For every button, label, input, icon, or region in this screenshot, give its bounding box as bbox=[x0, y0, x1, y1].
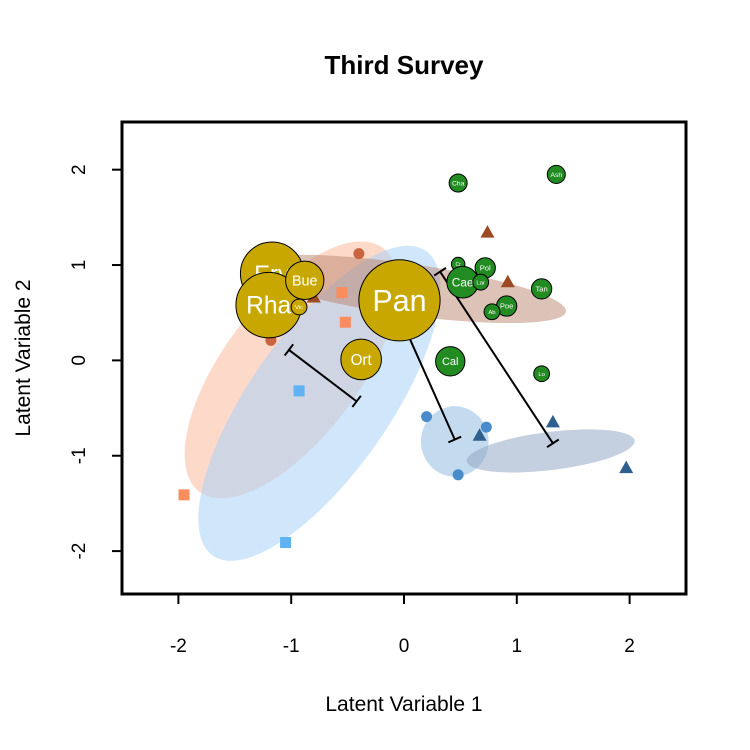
bubble-cae: Cae bbox=[446, 265, 479, 299]
y-tick-label: 1 bbox=[69, 260, 90, 271]
bubble-pan: Pan bbox=[358, 259, 441, 342]
bubble-label: Cha bbox=[452, 180, 465, 187]
y-tick-label: 0 bbox=[69, 355, 90, 366]
x-tick-label: 0 bbox=[399, 636, 410, 657]
x-axis: -2 -1 0 1 2 bbox=[170, 594, 635, 657]
x-tick-label: -1 bbox=[283, 636, 300, 657]
point-circle-9 bbox=[452, 469, 464, 481]
x-tick-label: 1 bbox=[512, 636, 523, 657]
x-tick-label: -2 bbox=[170, 636, 187, 657]
bubble-label: Vic bbox=[295, 305, 303, 311]
point-square-5 bbox=[339, 316, 351, 328]
bubble-bue: Bue bbox=[285, 260, 325, 300]
bubble-rha: Rha bbox=[235, 271, 302, 339]
bubble-label: Pan bbox=[372, 284, 426, 318]
point-triangle-13 bbox=[500, 274, 515, 288]
point-square-4 bbox=[336, 287, 348, 299]
bubble-label: Cr bbox=[455, 262, 461, 268]
confidence-ellipse-5 bbox=[466, 429, 635, 473]
point-square-2 bbox=[280, 537, 292, 549]
bubble-label: Bue bbox=[292, 273, 318, 289]
bubble-ort: Ort bbox=[340, 338, 382, 381]
y-tick-label: -1 bbox=[69, 447, 90, 464]
bubble-ash: Ash bbox=[546, 164, 566, 184]
point-square-1 bbox=[178, 489, 190, 501]
point-circle-8 bbox=[421, 411, 433, 423]
bubble-lo: Lo bbox=[533, 365, 551, 383]
bubble-label: Poe bbox=[500, 302, 514, 311]
bubble-cal: Cal bbox=[435, 346, 466, 377]
y-tick-label: -2 bbox=[69, 543, 90, 560]
y-axis: -2 -1 0 1 2 bbox=[69, 164, 122, 560]
bubble-label: Ort bbox=[351, 352, 373, 369]
y-axis-label: Latent Variable 2 bbox=[12, 279, 35, 436]
shift-segment-1 bbox=[283, 343, 362, 408]
bubble-lar: Lar bbox=[472, 273, 490, 291]
bubble-vic: Vic bbox=[290, 298, 308, 316]
bubble-poe: Poe bbox=[495, 295, 518, 317]
bubble-label: Pol bbox=[480, 264, 491, 273]
point-square-3 bbox=[293, 385, 305, 397]
bubble-label: Tan bbox=[535, 285, 547, 294]
point-circle-10 bbox=[480, 421, 492, 433]
bubble-label: Lar bbox=[476, 280, 485, 286]
bubble-label: Ab bbox=[488, 310, 496, 316]
bubble-tan: Tan bbox=[530, 278, 553, 300]
x-tick-label: 2 bbox=[624, 636, 635, 657]
point-triangle-16 bbox=[619, 460, 634, 474]
x-axis-label: Latent Variable 1 bbox=[325, 693, 482, 716]
bubble-label: Cae bbox=[452, 275, 474, 289]
bubble-label: Rha bbox=[246, 293, 291, 320]
y-tick-label: 2 bbox=[69, 164, 90, 175]
point-circle-7 bbox=[353, 248, 365, 260]
point-triangle-14 bbox=[472, 428, 487, 441]
bubble-layer: EryRhaBueVicPanOrtChaAshCrPolCaeLarTanPo… bbox=[235, 164, 566, 383]
chart-title: Third Survey bbox=[325, 50, 484, 80]
point-triangle-12 bbox=[480, 225, 495, 238]
bubble-cha: Cha bbox=[448, 173, 468, 193]
bubble-label: Ash bbox=[550, 172, 562, 179]
bubble-ab: Ab bbox=[483, 303, 501, 321]
point-triangle-15 bbox=[545, 414, 560, 428]
shift-segment-3 bbox=[433, 267, 560, 449]
bubble-label: Lo bbox=[538, 372, 545, 378]
bubble-label: Cal bbox=[442, 356, 458, 368]
